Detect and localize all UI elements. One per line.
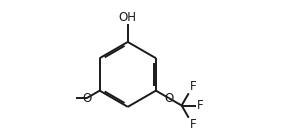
Text: OH: OH xyxy=(119,11,137,24)
Text: F: F xyxy=(190,80,196,93)
Text: O: O xyxy=(164,92,173,105)
Text: F: F xyxy=(196,99,203,112)
Text: F: F xyxy=(190,118,196,131)
Text: O: O xyxy=(82,92,91,105)
